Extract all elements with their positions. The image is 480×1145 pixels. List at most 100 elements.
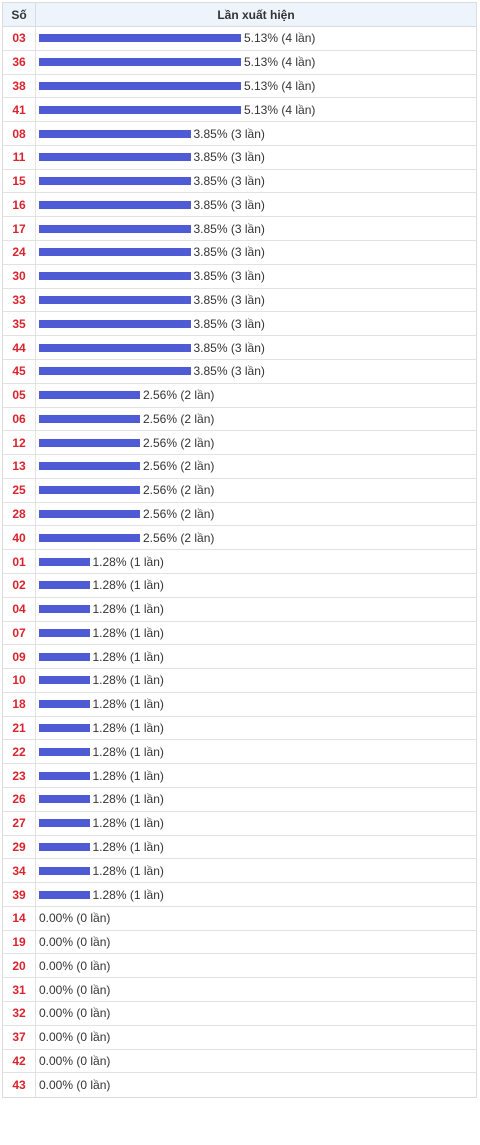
row-frequency: 0.00% (0 lần): [36, 1026, 476, 1049]
row-frequency: 2.56% (2 lần): [36, 384, 476, 407]
table-row: 05 2.56% (2 lần): [3, 383, 476, 408]
frequency-bar: [39, 510, 140, 519]
frequency-label: 1.28% (1 lần): [92, 673, 164, 688]
frequency-bar: [39, 866, 90, 875]
table-row: 34 1.28% (1 lần): [3, 859, 476, 884]
table-row: 35 3.85% (3 lần): [3, 312, 476, 337]
frequency-bar: [39, 581, 90, 590]
row-frequency: 2.56% (2 lần): [36, 455, 476, 478]
frequency-bar: [39, 153, 191, 162]
table-row: 37 0.00% (0 lần): [3, 1025, 476, 1050]
frequency-label: 0.00% (0 lần): [39, 1030, 111, 1045]
row-frequency: 2.56% (2 lần): [36, 431, 476, 454]
row-frequency: 3.85% (3 lần): [36, 312, 476, 335]
row-frequency: 2.56% (2 lần): [36, 503, 476, 526]
frequency-label: 2.56% (2 lần): [143, 530, 215, 545]
row-frequency: 3.85% (3 lần): [36, 360, 476, 383]
frequency-bar: [39, 890, 90, 899]
row-frequency: 2.56% (2 lần): [36, 479, 476, 502]
frequency-bar: [39, 295, 191, 304]
row-number: 25: [3, 478, 36, 502]
frequency-label: 0.00% (0 lần): [39, 1053, 111, 1068]
table-row: 26 1.28% (1 lần): [3, 788, 476, 812]
row-number: 10: [3, 669, 36, 692]
frequency-label: 5.13% (4 lần): [244, 78, 316, 93]
frequency-label: 1.28% (1 lần): [92, 625, 164, 640]
frequency-bar: [39, 248, 191, 257]
row-number: 35: [3, 312, 36, 336]
table-row: 15 3.85% (3 lần): [3, 169, 476, 194]
frequency-bar: [39, 486, 140, 495]
row-frequency: 3.85% (3 lần): [36, 289, 476, 312]
row-frequency: 0.00% (0 lần): [36, 907, 476, 930]
frequency-label: 2.56% (2 lần): [143, 388, 215, 403]
table-row: 40 2.56% (2 lần): [3, 526, 476, 551]
row-frequency: 1.28% (1 lần): [36, 717, 476, 740]
row-frequency: 1.28% (1 lần): [36, 812, 476, 835]
row-number: 03: [3, 27, 36, 50]
frequency-bar: [39, 652, 90, 661]
frequency-bar: [39, 557, 90, 566]
frequency-label: 3.85% (3 lần): [193, 221, 265, 236]
row-frequency: 5.13% (4 lần): [36, 98, 476, 121]
row-number: 23: [3, 764, 36, 787]
frequency-label: 1.28% (1 lần): [92, 649, 164, 664]
frequency-bar: [39, 795, 90, 804]
row-frequency: 0.00% (0 lần): [36, 1073, 476, 1097]
frequency-bar: [39, 81, 241, 90]
frequency-label: 1.28% (1 lần): [92, 554, 164, 569]
row-number: 41: [3, 98, 36, 122]
row-number: 19: [3, 930, 36, 954]
frequency-label: 5.13% (4 lần): [244, 102, 316, 117]
row-number: 16: [3, 193, 36, 217]
frequency-label: 0.00% (0 lần): [39, 1006, 111, 1021]
row-frequency: 5.13% (4 lần): [36, 51, 476, 74]
frequency-label: 5.13% (4 lần): [244, 31, 316, 46]
table-row: 18 1.28% (1 lần): [3, 692, 476, 717]
table-row: 25 2.56% (2 lần): [3, 478, 476, 503]
frequency-label: 1.28% (1 lần): [92, 744, 164, 759]
row-number: 05: [3, 383, 36, 407]
table-row: 03 5.13% (4 lần): [3, 27, 476, 51]
row-number: 42: [3, 1049, 36, 1073]
table-row: 16 3.85% (3 lần): [3, 193, 476, 218]
table-row: 28 2.56% (2 lần): [3, 502, 476, 527]
frequency-label: 2.56% (2 lần): [143, 507, 215, 522]
row-number: 02: [3, 573, 36, 597]
row-number: 43: [3, 1073, 36, 1098]
frequency-label: 0.00% (0 lần): [39, 935, 111, 950]
row-frequency: 2.56% (2 lần): [36, 408, 476, 431]
frequency-label: 1.28% (1 lần): [92, 697, 164, 712]
table-row: 29 1.28% (1 lần): [3, 835, 476, 860]
frequency-label: 3.85% (3 lần): [193, 269, 265, 284]
row-frequency: 1.28% (1 lần): [36, 669, 476, 692]
row-number: 01: [3, 550, 36, 573]
frequency-label: 3.85% (3 lần): [193, 364, 265, 379]
frequency-bar: [39, 34, 241, 43]
row-number: 39: [3, 883, 36, 906]
row-frequency: 1.28% (1 lần): [36, 645, 476, 668]
frequency-bar: [39, 129, 191, 138]
table-row: 02 1.28% (1 lần): [3, 573, 476, 598]
row-frequency: 1.28% (1 lần): [36, 550, 476, 573]
row-number: 15: [3, 169, 36, 193]
header-number: Số: [3, 3, 36, 26]
row-frequency: 0.00% (0 lần): [36, 978, 476, 1001]
row-number: 04: [3, 597, 36, 621]
row-frequency: 1.28% (1 lần): [36, 836, 476, 859]
row-frequency: 5.13% (4 lần): [36, 27, 476, 50]
frequency-bar: [39, 462, 140, 471]
table-header: Số Lần xuất hiện: [3, 3, 476, 27]
row-frequency: 1.28% (1 lần): [36, 574, 476, 597]
table-row: 39 1.28% (1 lần): [3, 883, 476, 907]
table-row: 19 0.00% (0 lần): [3, 930, 476, 955]
table-row: 06 2.56% (2 lần): [3, 407, 476, 432]
table-row: 17 3.85% (3 lần): [3, 217, 476, 242]
table-row: 14 0.00% (0 lần): [3, 906, 476, 931]
header-frequency: Lần xuất hiện: [217, 7, 295, 22]
row-number: 22: [3, 740, 36, 764]
frequency-label: 2.56% (2 lần): [143, 411, 215, 426]
frequency-bar: [39, 747, 90, 756]
row-number: 12: [3, 431, 36, 455]
frequency-bar: [39, 605, 90, 614]
